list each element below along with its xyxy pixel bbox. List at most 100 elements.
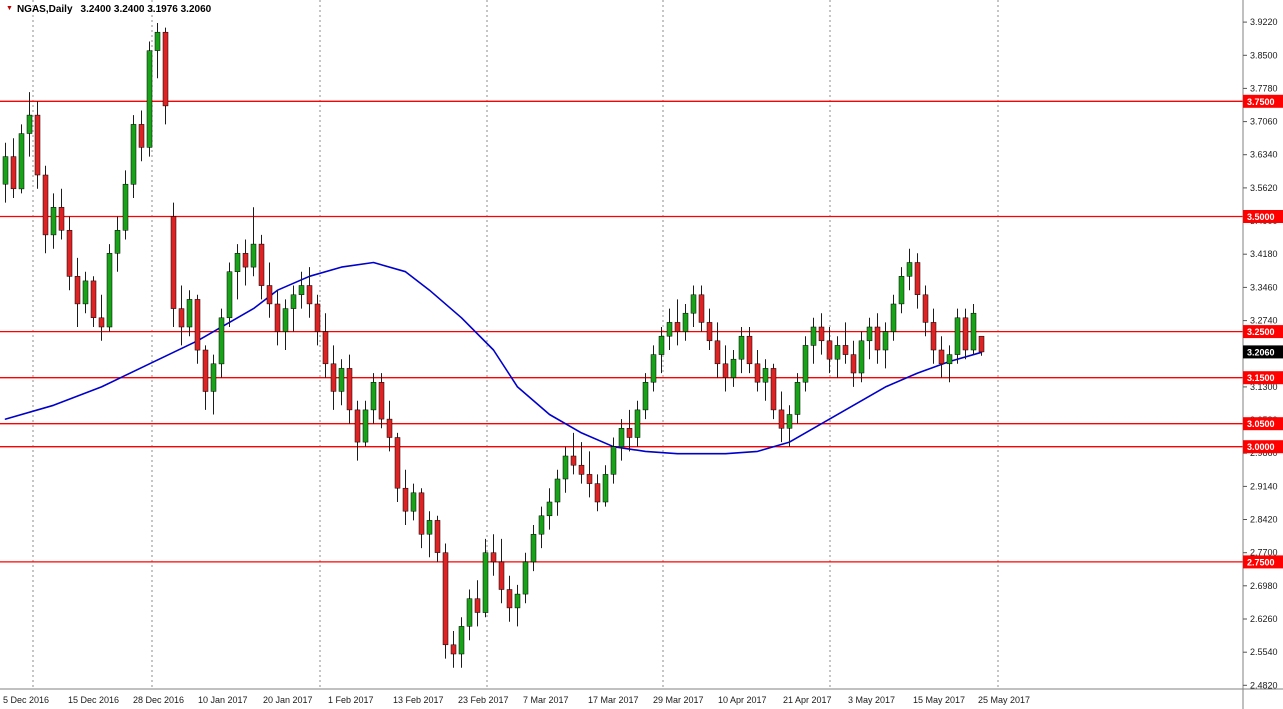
chart-title: ▼ NGAS,Daily 3.2400 3.2400 3.1976 3.2060 (6, 4, 211, 15)
candle-body (786, 414, 793, 429)
candle-body (554, 478, 561, 503)
candle-body (106, 253, 113, 328)
candle-body (674, 322, 681, 332)
candle-body (906, 262, 913, 277)
x-axis-label: 3 May 2017 (848, 695, 895, 705)
y-axis-label: 3.2740 (1250, 316, 1278, 326)
candle-body (498, 561, 505, 590)
candle-body (506, 589, 513, 609)
svg-text:3.7500: 3.7500 (1247, 97, 1275, 107)
current-price-tag: 3.2060 (1243, 345, 1283, 359)
candle-body (874, 326, 881, 351)
candle-body (434, 520, 441, 553)
quote-ohlc: 3.2400 3.2400 3.1976 3.2060 (80, 4, 212, 15)
candle-body (90, 280, 97, 318)
candle-body (74, 276, 81, 305)
candle-body (170, 216, 177, 309)
candle-body (898, 276, 905, 305)
candle-body (146, 50, 153, 148)
svg-text:2.7500: 2.7500 (1247, 557, 1275, 567)
x-axis-label: 21 Apr 2017 (783, 695, 832, 705)
candle-body (682, 312, 689, 332)
candle-body (26, 114, 33, 134)
candle-body (154, 31, 161, 51)
candle-body (714, 340, 721, 365)
candle-body (282, 308, 289, 332)
level-price-tag: 3.0000 (1243, 440, 1283, 454)
candle-body (530, 534, 537, 563)
level-price-tag: 3.7500 (1243, 94, 1283, 108)
candle-body (866, 326, 873, 342)
svg-text:3.5000: 3.5000 (1247, 212, 1275, 222)
candle-body (794, 382, 801, 415)
candle-body (410, 492, 417, 512)
candle-body (586, 474, 593, 484)
candle-body (226, 271, 233, 319)
candle-body (618, 428, 625, 447)
x-axis-label: 15 Dec 2016 (68, 695, 119, 705)
x-axis-label: 13 Feb 2017 (393, 695, 444, 705)
level-price-tag: 3.1500 (1243, 371, 1283, 385)
x-axis-label: 17 Mar 2017 (588, 695, 639, 705)
x-axis-label: 10 Jan 2017 (198, 695, 248, 705)
candle-body (202, 349, 209, 392)
candle-body (890, 303, 897, 332)
y-axis-label: 2.7700 (1250, 548, 1278, 558)
candle-body (914, 262, 921, 295)
candle-body (802, 345, 809, 383)
candle-body (122, 183, 129, 231)
candle-body (602, 474, 609, 503)
svg-text:3.2500: 3.2500 (1247, 327, 1275, 337)
candle-body (818, 326, 825, 342)
candle-body (338, 368, 345, 392)
candle-body (834, 345, 841, 360)
candle-body (842, 345, 849, 355)
x-axis-label: 20 Jan 2017 (263, 695, 313, 705)
candle-body (186, 299, 193, 328)
candle-body (738, 335, 745, 360)
candle-body (130, 124, 137, 185)
candle-body (394, 437, 401, 489)
candle-body (730, 358, 737, 378)
candle-body (698, 294, 705, 323)
svg-text:3.2060: 3.2060 (1247, 347, 1275, 357)
candle-body (570, 455, 577, 466)
candle-body (66, 230, 73, 277)
candle-body (50, 207, 57, 236)
candle-body (306, 285, 313, 305)
candle-body (274, 303, 281, 332)
candle-body (234, 253, 241, 272)
candle-body (706, 322, 713, 342)
candle-body (458, 626, 465, 655)
level-price-tag: 3.5000 (1243, 210, 1283, 223)
candle-body (218, 317, 225, 365)
candle-body (514, 593, 521, 609)
y-axis-label: 2.8420 (1250, 515, 1278, 525)
candle-body (946, 354, 953, 365)
candle-body (650, 354, 657, 383)
candle-body (354, 409, 361, 443)
candle-body (330, 363, 337, 392)
candle-body (34, 114, 41, 176)
x-axis-label: 29 Mar 2017 (653, 695, 704, 705)
candle-body (362, 409, 369, 443)
candle-body (138, 124, 145, 148)
candle-body (2, 156, 9, 185)
candle-body (42, 174, 49, 236)
candle-body (370, 382, 377, 411)
candle-body (970, 312, 977, 351)
y-axis-label: 3.5620 (1250, 183, 1278, 193)
candle-body (402, 487, 409, 512)
svg-text:3.0500: 3.0500 (1247, 419, 1275, 429)
candle-body (666, 322, 673, 337)
level-price-tag: 2.7500 (1243, 555, 1283, 569)
candle-body (426, 520, 433, 535)
candle-body (634, 409, 641, 438)
candle-body (250, 243, 257, 268)
y-axis-label: 3.7060 (1250, 117, 1278, 127)
y-axis-label: 2.6980 (1250, 581, 1278, 591)
candle-body (522, 561, 529, 595)
y-axis-label: 2.9140 (1250, 481, 1278, 491)
